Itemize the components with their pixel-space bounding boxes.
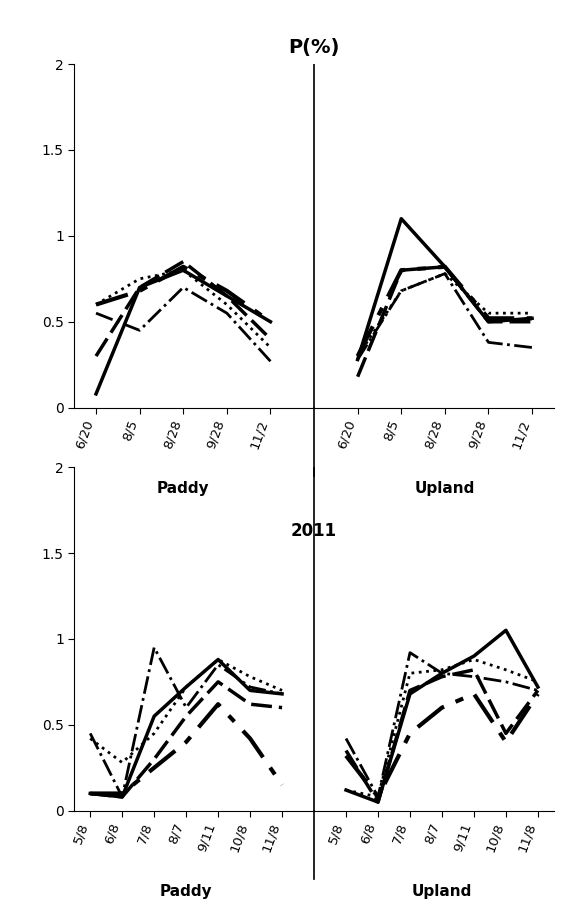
- Text: Paddy: Paddy: [160, 884, 212, 899]
- Text: Paddy: Paddy: [157, 481, 210, 496]
- Text: Upland: Upland: [412, 884, 472, 899]
- Text: 2011: 2011: [291, 522, 337, 540]
- Title: P(%): P(%): [288, 38, 340, 57]
- Text: Upland: Upland: [415, 481, 475, 496]
